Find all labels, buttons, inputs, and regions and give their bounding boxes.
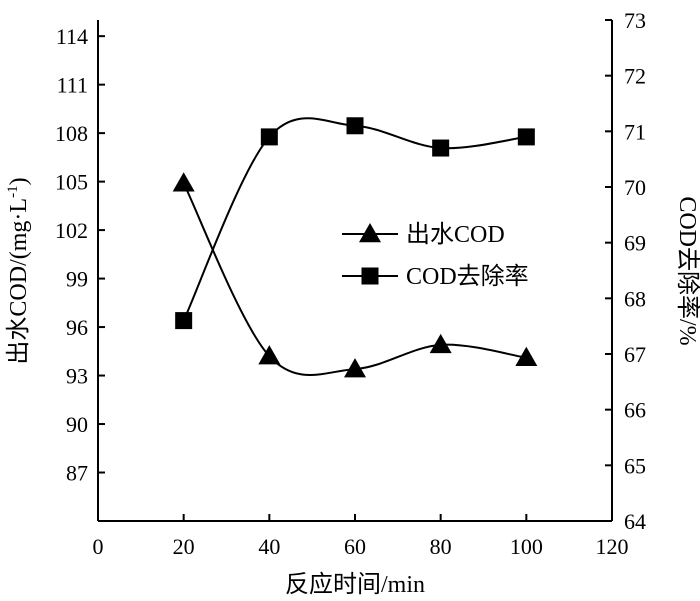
legend-label: 出水COD xyxy=(406,221,505,248)
y-right-tick-label: 72 xyxy=(624,64,646,89)
legend-square-marker xyxy=(361,267,379,285)
cod-effluent-point xyxy=(515,346,538,367)
y-right-tick-label: 70 xyxy=(624,175,646,200)
x-tick-label: 80 xyxy=(430,534,452,559)
x-tick-label: 120 xyxy=(596,534,629,559)
legend-label: COD去除率 xyxy=(406,263,529,290)
y-right-tick-label: 73 xyxy=(624,8,646,33)
y-left-tick-label: 90 xyxy=(66,412,88,437)
series xyxy=(172,117,538,378)
series-line-1 xyxy=(182,182,527,376)
legend-triangle-marker xyxy=(359,223,381,243)
x-tick-label: 40 xyxy=(258,534,280,559)
ticks: 0 20 40 60 80 100 120 87 90 93 96 99 102 105 108 111 114… xyxy=(55,8,646,559)
y-left-tick-label: 108 xyxy=(55,121,88,146)
y-left-tick-label: 102 xyxy=(55,218,88,243)
y-right-tick-label: 66 xyxy=(624,398,646,423)
y-right-tick-label: 71 xyxy=(624,119,646,144)
y-left-tick-label: 114 xyxy=(56,24,88,49)
x-tick-label: 60 xyxy=(344,534,366,559)
cod-removal-point xyxy=(517,128,535,146)
axes xyxy=(97,20,613,522)
axis-labels: 反应时间/min 出水COD/(mg·L-1) COD去除率/% xyxy=(5,177,700,598)
y-right-axis-label: COD去除率/% xyxy=(674,196,700,345)
series-line-2 xyxy=(182,117,527,322)
cod-removal-point xyxy=(260,128,278,146)
y-left-tick-label: 93 xyxy=(66,364,88,389)
cod-removal-point xyxy=(175,312,193,330)
cod-removal-point xyxy=(432,139,450,157)
y-left-tick-label: 96 xyxy=(66,315,88,340)
x-axis-label: 反应时间/min xyxy=(285,571,425,598)
y-right-tick-label: 67 xyxy=(624,342,646,367)
legend: 出水COD COD去除率 xyxy=(342,221,529,290)
y-right-tick-label: 68 xyxy=(624,286,646,311)
cod-effluent-point xyxy=(258,345,281,365)
y-left-axis-label: 出水COD/(mg·L-1) xyxy=(5,177,32,364)
cod-effluent-point xyxy=(344,358,366,378)
x-tick-label: 100 xyxy=(510,534,543,559)
y-right-tick-label: 65 xyxy=(624,453,646,478)
cod-removal-point xyxy=(346,117,364,135)
y-left-tick-label: 87 xyxy=(66,461,88,486)
y-right-tick-label: 69 xyxy=(624,231,646,256)
y-right-tick-label: 64 xyxy=(624,509,646,534)
x-tick-label: 0 xyxy=(93,534,104,559)
cod-effluent-point xyxy=(429,333,452,354)
y-left-tick-label: 99 xyxy=(66,267,88,292)
x-tick-label: 20 xyxy=(173,534,195,559)
y-left-tick-label: 105 xyxy=(55,170,88,195)
cod-effluent-point xyxy=(172,172,195,192)
y-left-tick-label: 111 xyxy=(57,73,88,98)
